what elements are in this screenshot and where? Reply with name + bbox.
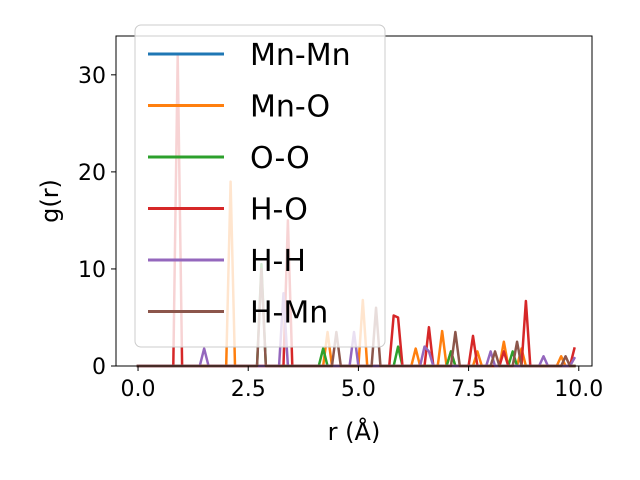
x-tick-label: 10.0 [554, 377, 603, 402]
x-tick-label: 5.0 [341, 377, 376, 402]
legend-label-o-o: O-O [250, 141, 310, 176]
y-tick-label: 20 [78, 161, 106, 186]
legend-label-h-h: H-H [250, 244, 306, 279]
legend-label-mn-o: Mn-O [250, 90, 330, 125]
legend: Mn-Mn Mn-O O-O H-O H-H H-Mn [134, 24, 386, 348]
series-line-mn-o [136, 180, 576, 368]
legend-label-h-mn: H-Mn [250, 296, 328, 331]
x-axis: 0.0 2.5 5.0 7.5 10.0 [121, 366, 603, 402]
y-tick-label: 10 [78, 258, 106, 283]
y-tick-label: 0 [92, 355, 106, 380]
x-tick-label: 7.5 [451, 377, 486, 402]
legend-label-h-o: H-O [250, 193, 308, 228]
legend-label-mn-mn: Mn-Mn [250, 38, 351, 73]
x-tick-label: 2.5 [231, 377, 266, 402]
y-axis: 0 10 20 30 [78, 64, 116, 380]
x-axis-label: r (Å) [328, 417, 381, 446]
y-axis-label: g(r) [36, 179, 64, 223]
x-tick-label: 0.0 [121, 377, 156, 402]
y-tick-label: 30 [78, 64, 106, 89]
